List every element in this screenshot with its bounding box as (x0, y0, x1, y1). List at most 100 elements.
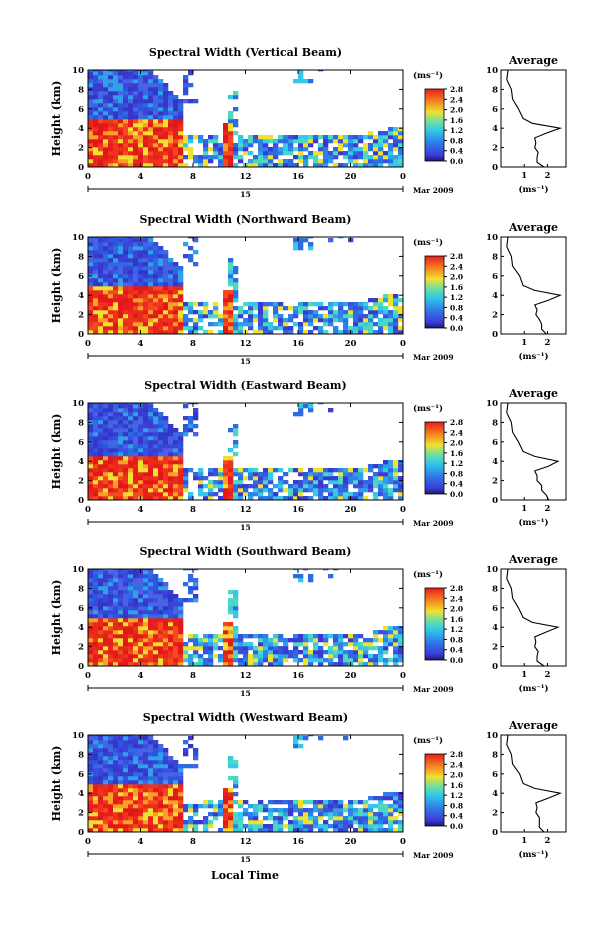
colorbar-tick: 2.4 (450, 594, 463, 603)
panel-2: Spectral Width (Eastward Beam)0246810Hei… (50, 379, 567, 532)
colorbar (424, 421, 445, 495)
x-tick-label: 8 (190, 172, 196, 182)
colorbar-tick: 2.8 (450, 418, 463, 427)
x-tick-label: 0 (400, 505, 406, 515)
y-axis-label: Height (km) (50, 248, 63, 324)
y-tick-label: 10 (72, 399, 84, 409)
average-title: Average (508, 221, 558, 234)
avg-y-tick: 0 (492, 163, 498, 173)
avg-y-tick: 10 (486, 233, 498, 243)
avg-y-tick: 6 (492, 272, 498, 282)
colorbar-tick: 0.8 (450, 303, 463, 312)
y-tick-label: 0 (78, 330, 84, 340)
avg-y-tick: 4 (492, 124, 498, 134)
x-tick-label: 12 (240, 837, 252, 847)
y-tick-label: 8 (78, 85, 84, 95)
y-tick-label: 0 (78, 496, 84, 506)
x-tick-label: 16 (292, 671, 304, 681)
x-tick-label: 0 (85, 505, 91, 515)
average-title: Average (508, 54, 558, 67)
y-tick-label: 8 (78, 418, 84, 428)
x-tick-label: 0 (85, 172, 91, 182)
x-tick-label: 4 (138, 671, 144, 681)
average-title: Average (508, 387, 558, 400)
colorbar-tick: 1.2 (450, 126, 463, 135)
avg-y-tick: 10 (486, 731, 498, 741)
avg-y-tick: 8 (492, 85, 498, 95)
colorbar-unit: (ms⁻¹) (413, 403, 443, 414)
x-tick-label: 16 (292, 837, 304, 847)
y-tick-label: 6 (78, 770, 84, 780)
colorbar-tick: 2.0 (450, 439, 463, 448)
y-tick-label: 4 (78, 457, 84, 467)
day-label: 15 (240, 523, 250, 532)
x-tick-label: 8 (190, 671, 196, 681)
y-tick-label: 4 (78, 291, 84, 301)
y-tick-label: 8 (78, 584, 84, 594)
x-tick-label: 20 (345, 339, 357, 349)
avg-x-tick: 2 (544, 338, 550, 348)
x-tick-label: 16 (292, 339, 304, 349)
avg-x-tick: 2 (544, 670, 550, 680)
avg-y-tick: 2 (492, 311, 498, 321)
y-tick-label: 4 (78, 623, 84, 633)
colorbar-tick: 2.4 (450, 760, 463, 769)
x-tick-label: 16 (292, 172, 304, 182)
y-tick-label: 6 (78, 438, 84, 448)
y-tick-label: 2 (78, 477, 84, 487)
average-profile-line (506, 734, 563, 833)
x-tick-label: 12 (240, 339, 252, 349)
x-tick-label: 4 (138, 339, 144, 349)
colorbar-tick: 0.8 (450, 635, 463, 644)
panel-title: Spectral Width (Southward Beam) (139, 545, 351, 558)
y-axis-label: Height (km) (50, 746, 63, 822)
x-tick-label: 4 (138, 505, 144, 515)
x-tick-label: 20 (345, 837, 357, 847)
average-title: Average (508, 719, 558, 732)
x-tick-label: 0 (400, 837, 406, 847)
avg-x-tick: 1 (521, 171, 527, 181)
y-tick-label: 8 (78, 750, 84, 760)
date-label: Mar 2009 (413, 186, 454, 195)
average-frame (500, 236, 567, 335)
colorbar-tick: 2.4 (450, 262, 463, 271)
avg-y-tick: 6 (492, 105, 498, 115)
colorbar-tick: 0.4 (450, 480, 463, 489)
panel-1: Spectral Width (Northward Beam)0246810He… (50, 213, 567, 366)
x-tick-label: 0 (85, 671, 91, 681)
average-profile-line (506, 69, 563, 168)
avg-y-tick: 8 (492, 750, 498, 760)
y-tick-label: 10 (72, 565, 84, 575)
y-axis-label: Height (km) (50, 580, 63, 656)
x-tick-label: 20 (345, 671, 357, 681)
avg-y-tick: 6 (492, 770, 498, 780)
colorbar (424, 753, 445, 827)
colorbar-tick: 2.0 (450, 771, 463, 780)
colorbar-tick: 0.8 (450, 469, 463, 478)
avg-y-tick: 0 (492, 496, 498, 506)
colorbar-tick: 0.0 (450, 656, 463, 665)
date-label: Mar 2009 (413, 353, 454, 362)
avg-x-tick: 1 (521, 338, 527, 348)
avg-y-tick: 0 (492, 828, 498, 838)
colorbar (424, 255, 445, 329)
average-profile-line (506, 568, 560, 667)
colorbar-tick: 1.6 (450, 781, 463, 790)
y-tick-label: 2 (78, 311, 84, 321)
y-tick-label: 10 (72, 233, 84, 243)
x-axis-label: Local Time (211, 869, 279, 882)
date-label: Mar 2009 (413, 851, 454, 860)
panel-3: Spectral Width (Southward Beam) 0 2 4 6 8 10 He… (50, 545, 567, 698)
panel-4: Spectral Width (Westward Beam)0246810Hei… (50, 711, 567, 864)
y-tick-label: 6 (78, 604, 84, 614)
colorbar-tick: 1.6 (450, 615, 463, 624)
average-profile-line (506, 402, 560, 501)
y-tick-label: 6 (78, 105, 84, 115)
avg-y-tick: 6 (492, 438, 498, 448)
avg-y-tick: 8 (492, 252, 498, 262)
date-label: Mar 2009 (413, 519, 454, 528)
y-tick-label: 6 (78, 272, 84, 282)
y-tick-label: 0 (78, 163, 84, 173)
colorbar-tick: 2.0 (450, 106, 463, 115)
